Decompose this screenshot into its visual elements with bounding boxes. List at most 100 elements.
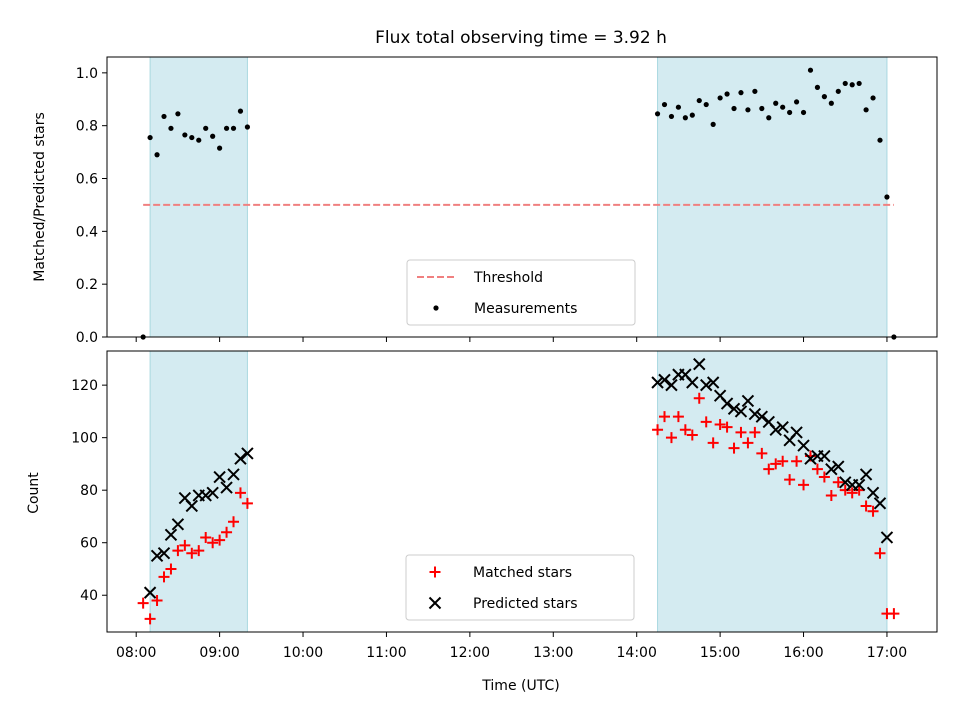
data-point	[164, 528, 178, 542]
data-point	[200, 531, 212, 543]
series-matched-stars	[137, 392, 900, 625]
data-point	[682, 115, 688, 121]
data-point	[860, 500, 872, 512]
data-point	[237, 108, 244, 114]
data-point	[665, 378, 678, 392]
data-point	[825, 462, 838, 476]
data-point	[853, 484, 865, 496]
data-point	[852, 478, 866, 492]
data-point	[710, 121, 716, 127]
data-point	[867, 505, 879, 517]
data-point	[150, 549, 164, 563]
data-point	[234, 487, 246, 499]
legend-swatch	[433, 305, 439, 311]
x-tick-label: 17:00	[867, 645, 907, 661]
data-point	[884, 194, 890, 200]
data-point	[849, 82, 855, 88]
observing-interval-1	[149, 350, 248, 633]
data-point	[728, 442, 740, 454]
legend-box	[405, 554, 635, 621]
data-point	[793, 99, 800, 105]
y-tick-label: 120	[71, 378, 98, 394]
data-point	[804, 452, 817, 465]
data-point	[874, 547, 886, 559]
data-point	[755, 410, 769, 423]
data-point	[735, 426, 747, 438]
data-point	[828, 100, 834, 106]
data-point	[734, 405, 748, 418]
data-point	[742, 437, 754, 449]
data-point	[745, 107, 751, 113]
axes-frame	[106, 350, 938, 633]
data-point	[686, 376, 699, 389]
data-point	[859, 468, 873, 481]
data-point	[717, 95, 723, 101]
data-point	[651, 376, 664, 389]
y-tick-label: 0.4	[76, 224, 98, 240]
data-point	[186, 547, 198, 559]
x-tick-label: 13:00	[533, 645, 573, 661]
data-point	[835, 88, 841, 94]
bottom-panel: 40 60 80 100 120 08:00 09:00 10:00 11:00 12:00 13:…	[71, 350, 938, 661]
data-point	[748, 407, 762, 421]
data-point	[756, 447, 768, 459]
x-tick-label: 09:00	[199, 645, 239, 661]
data-point	[693, 392, 705, 404]
data-point	[724, 91, 730, 97]
data-point	[814, 84, 821, 90]
data-point	[780, 104, 786, 110]
data-point	[144, 613, 156, 625]
legend-swatch	[428, 596, 442, 610]
data-point	[179, 539, 191, 551]
data-point	[818, 471, 830, 483]
data-point	[220, 481, 233, 494]
data-point	[206, 486, 219, 500]
chart-title: Flux total observing time = 3.92 h	[375, 28, 667, 48]
data-point	[213, 470, 226, 484]
data-point	[672, 411, 684, 423]
top-panel: 0.0 0.2 0.4 0.6 0.8 1.0 Threshold Measurements	[76, 56, 938, 346]
data-point	[137, 597, 149, 609]
data-point	[223, 125, 230, 131]
data-point	[866, 486, 880, 500]
data-point	[811, 463, 823, 475]
data-point	[151, 594, 163, 606]
data-point	[825, 489, 837, 501]
data-point	[196, 137, 202, 143]
data-point	[158, 571, 170, 583]
data-point	[161, 113, 167, 120]
data-point	[658, 373, 671, 387]
x-tick-label: 08:00	[116, 645, 156, 661]
x-tick-label: 16:00	[783, 645, 823, 661]
data-point	[703, 101, 709, 108]
data-point	[842, 80, 848, 87]
data-point	[665, 432, 677, 444]
data-point	[706, 376, 720, 389]
data-point	[738, 90, 744, 96]
data-point	[777, 455, 789, 467]
data-point	[217, 145, 223, 151]
data-point	[856, 80, 862, 87]
data-point	[769, 423, 782, 436]
x-tick-label: 11:00	[366, 645, 406, 661]
x-tick-label: 14:00	[617, 645, 657, 661]
y-tick-label: 0.6	[76, 172, 98, 188]
data-point	[185, 499, 199, 513]
data-point	[221, 526, 233, 538]
data-point	[210, 133, 216, 139]
data-point	[696, 97, 702, 104]
x-tick-label: 15:00	[700, 645, 740, 661]
data-point	[877, 137, 883, 143]
data-point	[175, 111, 181, 117]
data-point	[818, 449, 831, 463]
x-tick-label: 12:00	[450, 645, 490, 661]
data-point	[749, 426, 761, 438]
data-point	[880, 531, 894, 544]
data-point	[821, 94, 827, 100]
data-point	[720, 397, 734, 410]
data-point	[731, 105, 737, 112]
data-point	[147, 134, 153, 141]
data-point	[759, 105, 765, 112]
data-point	[668, 113, 675, 120]
